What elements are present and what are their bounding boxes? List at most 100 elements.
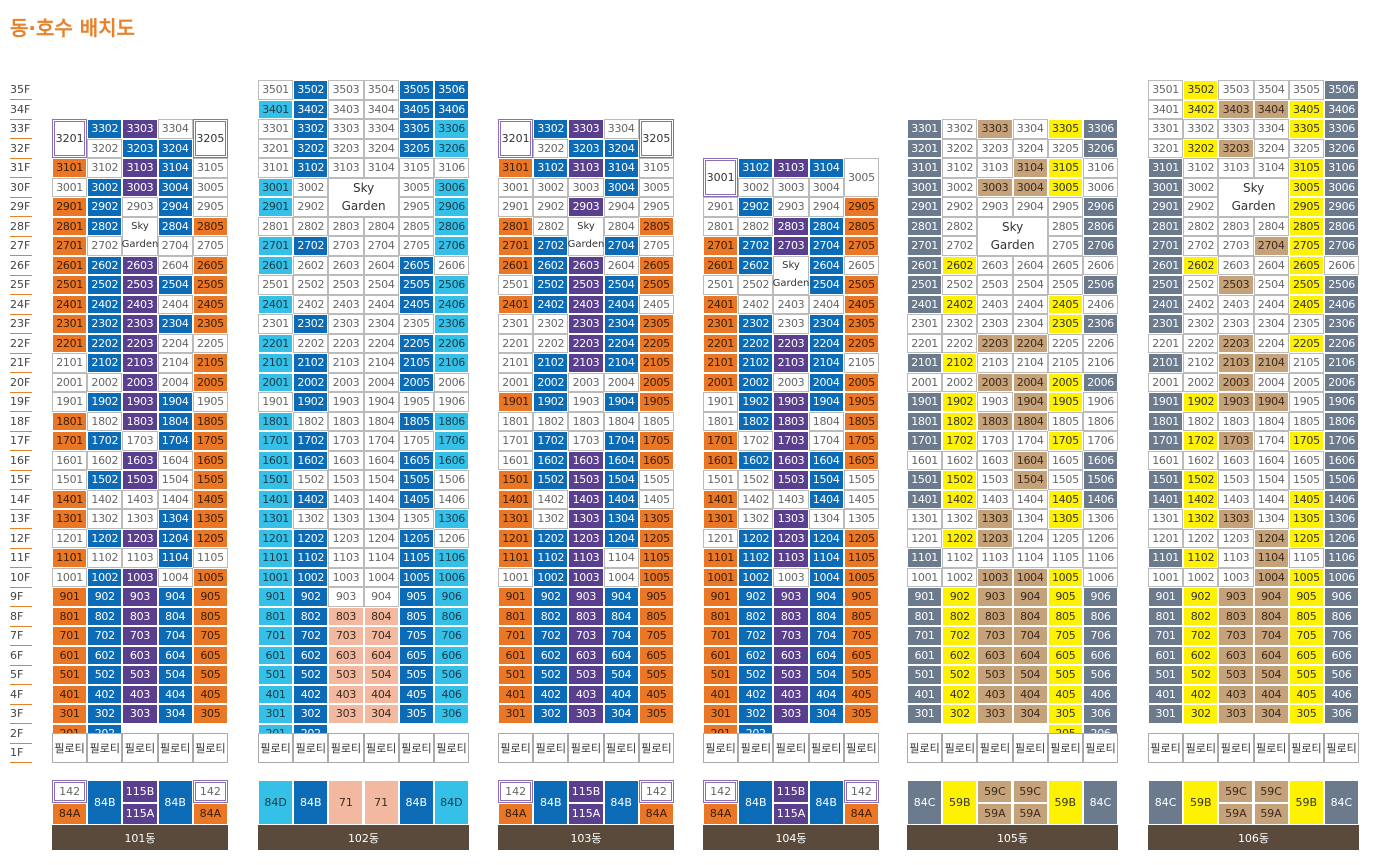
- floor-label: 7F: [10, 626, 32, 646]
- unit-cell: 2901: [52, 197, 88, 217]
- unit-cell: 2505: [398, 275, 434, 295]
- floor-label: 15F: [10, 470, 32, 490]
- unit-cell: 3102: [942, 158, 978, 178]
- unit-cell: 2504: [157, 275, 193, 295]
- unit-cell: 2406: [434, 294, 470, 314]
- unit-cell: 1001: [907, 567, 943, 587]
- unit-cell: 2404: [1253, 294, 1289, 314]
- unit-cell: 902: [87, 587, 123, 607]
- unit-cell: 1305: [398, 509, 434, 529]
- unit-cell: 3001: [258, 177, 294, 197]
- unit-cell: 2503: [568, 275, 604, 295]
- unit-cell: 901: [907, 587, 943, 607]
- unit-cell: 2902: [738, 197, 774, 217]
- unit-cell: 3105: [192, 158, 228, 178]
- unit-cell: 604: [157, 645, 193, 665]
- unit-cell: 1105: [843, 548, 879, 568]
- unit-cell: 1904: [1253, 392, 1289, 412]
- pilotis-cell: 필로티: [907, 733, 943, 763]
- unit-cell: 302: [738, 704, 774, 724]
- unit-cell: 805: [1288, 606, 1324, 626]
- unit-cell: 904: [1012, 587, 1048, 607]
- unit-cell: 1101: [1148, 548, 1184, 568]
- unit-cell: 804: [1012, 606, 1048, 626]
- unit-cell: 801: [703, 606, 739, 626]
- unit-cell: 1701: [703, 431, 739, 451]
- unit-cell: 1906: [1083, 392, 1119, 412]
- unit-cell: 304: [1253, 704, 1289, 724]
- unit-cell: 2901: [1148, 197, 1184, 217]
- unit-cell: 2204: [603, 333, 639, 353]
- unit-cell: 2506: [434, 275, 470, 295]
- unit-cell: 705: [398, 626, 434, 646]
- unit-cell: 2403: [122, 294, 158, 314]
- unit-cell: 1803: [773, 411, 809, 431]
- pilotis-cell: 필로티: [1083, 733, 1119, 763]
- unit-cell: 1201: [52, 528, 88, 548]
- unit-cell: 2202: [293, 333, 329, 353]
- unit-cell: 1601: [498, 450, 534, 470]
- unit-cell: 906: [434, 587, 470, 607]
- unit-cell: 2402: [942, 294, 978, 314]
- unit-cell: 2002: [293, 372, 329, 392]
- unit-cell: 501: [1148, 665, 1184, 685]
- unit-cell: 2004: [1253, 372, 1289, 392]
- unit-cell: 1503: [122, 470, 158, 490]
- unit-cell: 3104: [603, 158, 639, 178]
- unit-cell: 2803: [1218, 216, 1254, 236]
- unit-cell: 603: [328, 645, 364, 665]
- unit-cell: 2804: [157, 216, 193, 236]
- unit-cell: 702: [942, 626, 978, 646]
- unit-cell: 1201: [907, 528, 943, 548]
- floor-label: 31F: [10, 158, 32, 178]
- unit-cell: 3406: [1324, 99, 1360, 119]
- pilotis-cell: 필로티: [1148, 733, 1184, 763]
- unit-cell: 2202: [87, 333, 123, 353]
- unit-cell: 603: [977, 645, 1013, 665]
- unit-cell: 2302: [942, 314, 978, 334]
- unit-cell: 3203: [1218, 138, 1254, 158]
- unit-cell: 1804: [363, 411, 399, 431]
- unit-cell: 2303: [773, 314, 809, 334]
- unit-cell: 2001: [498, 372, 534, 392]
- unit-cell: 2405: [1047, 294, 1083, 314]
- unit-cell: 1004: [363, 567, 399, 587]
- unit-cell: 1102: [738, 548, 774, 568]
- unit-cell: 2601: [498, 255, 534, 275]
- unit-cell: 2101: [258, 353, 294, 373]
- unit-cell: 1301: [498, 509, 534, 529]
- unit-cell: 805: [638, 606, 674, 626]
- unit-cell: 903: [977, 587, 1013, 607]
- unit-cell: 2604: [1012, 255, 1048, 275]
- unit-cell: 2706: [434, 236, 470, 256]
- unit-cell: 1802: [942, 411, 978, 431]
- unit-cell: 706: [1324, 626, 1360, 646]
- unit-cell: 1203: [568, 528, 604, 548]
- unit-cell: 2101: [907, 353, 943, 373]
- unit-cell: 501: [907, 665, 943, 685]
- unit-cell: 301: [498, 704, 534, 724]
- unit-cell: 2904: [1012, 197, 1048, 217]
- unit-cell: 3103: [977, 158, 1013, 178]
- unit-cell: 2002: [738, 372, 774, 392]
- unit-cell: 902: [942, 587, 978, 607]
- unit-type-cell: 142: [498, 780, 534, 803]
- unit-cell: 2801: [52, 216, 88, 236]
- unit-cell: 3403: [1218, 99, 1254, 119]
- unit-cell: 1206: [1083, 528, 1119, 548]
- unit-type-cell: 59C: [1012, 780, 1048, 803]
- unit-cell: 404: [363, 684, 399, 704]
- unit-cell: 3003: [122, 177, 158, 197]
- unit-cell: 2702: [87, 236, 123, 256]
- unit-cell: 1503: [773, 470, 809, 490]
- unit-cell: 1006: [434, 567, 470, 587]
- unit-cell: 2506: [1324, 275, 1360, 295]
- building-label: 105동: [907, 825, 1118, 850]
- unit-cell: 1905: [1288, 392, 1324, 412]
- unit-cell: 1302: [533, 509, 569, 529]
- unit-cell: 2905: [1047, 197, 1083, 217]
- unit-cell: 2203: [328, 333, 364, 353]
- unit-cell: 1806: [1083, 411, 1119, 431]
- unit-cell: 2901: [907, 197, 943, 217]
- unit-cell: 704: [603, 626, 639, 646]
